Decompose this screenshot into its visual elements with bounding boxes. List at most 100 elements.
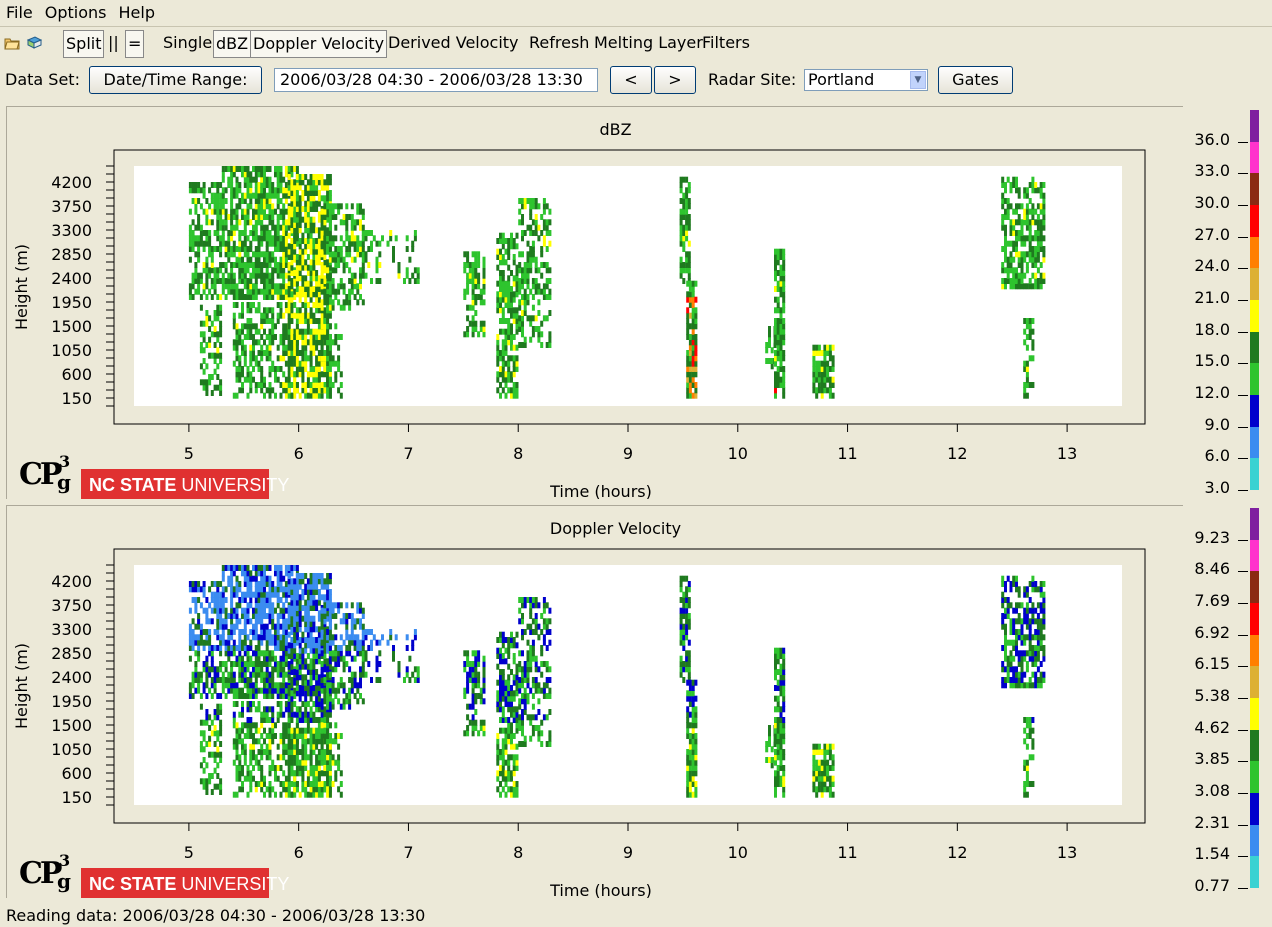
- echo-cell: [241, 661, 244, 667]
- echo-cell: [512, 642, 516, 649]
- filters-button[interactable]: Filters: [702, 33, 750, 52]
- echo-cell: [219, 645, 223, 651]
- echo-cell: [205, 709, 209, 715]
- echo-cell: [823, 371, 827, 378]
- echo-cell: [274, 283, 277, 290]
- echo-cell: [309, 658, 313, 665]
- echo-cell: [210, 256, 214, 263]
- echo-cell: [257, 565, 261, 571]
- echo-cell: [268, 198, 272, 204]
- echo-cell: [306, 270, 310, 276]
- dbz-button[interactable]: dBZ: [213, 30, 252, 58]
- echo-cell: [309, 243, 313, 250]
- echo-cell: [230, 278, 234, 284]
- equals-button[interactable]: =: [125, 30, 145, 58]
- echo-cell: [345, 299, 349, 306]
- menu-help[interactable]: Help: [118, 3, 155, 22]
- echo-cell: [284, 623, 288, 630]
- echo-cell: [694, 344, 698, 351]
- echo-cell: [205, 294, 209, 300]
- echo-cell: [375, 262, 379, 268]
- echo-cell: [328, 634, 332, 641]
- echo-cell: [548, 230, 552, 236]
- split-button[interactable]: Split: [63, 30, 105, 58]
- echo-cell: [210, 278, 214, 284]
- chevron-down-icon[interactable]: ▼: [910, 71, 926, 89]
- echo-cell: [507, 727, 511, 734]
- echo-cell: [205, 677, 209, 683]
- echo-cell: [1042, 214, 1046, 220]
- echo-cell: [353, 677, 357, 683]
- echo-cell: [213, 272, 217, 279]
- gates-button[interactable]: Gates: [938, 66, 1013, 94]
- echo-cell: [194, 639, 198, 646]
- echo-cell: [1039, 240, 1043, 247]
- prev-button[interactable]: <: [610, 66, 652, 94]
- echo-cell: [320, 355, 324, 362]
- echo-cell: [334, 722, 338, 729]
- book-icon[interactable]: [26, 36, 42, 50]
- radar-site-select[interactable]: Portland ▼: [804, 69, 928, 91]
- refresh-button[interactable]: Refresh: [529, 33, 590, 52]
- echo-cell: [304, 227, 308, 234]
- echo-cell: [268, 288, 272, 295]
- menu-file[interactable]: File: [6, 3, 33, 22]
- echo-cell: [213, 368, 217, 375]
- echo-cell: [238, 288, 242, 295]
- echo-cell: [298, 184, 302, 191]
- echo-cell: [257, 251, 261, 258]
- echo-cell: [230, 607, 234, 614]
- echo-cell: [686, 291, 690, 298]
- echo-cell: [782, 296, 786, 303]
- echo-cell: [515, 270, 519, 276]
- echo-cell: [202, 581, 206, 587]
- echo-cell: [304, 615, 308, 622]
- echo-cell: [320, 661, 324, 667]
- echo-cell: [287, 339, 291, 346]
- echo-cell: [348, 278, 352, 284]
- echo-cell: [246, 318, 250, 324]
- echo-cell: [252, 701, 255, 707]
- date-range-field[interactable]: 2006/03/28 04:30 - 2006/03/28 13:30: [274, 68, 598, 92]
- single-button[interactable]: Single: [163, 33, 213, 52]
- echo-cell: [268, 392, 272, 399]
- echo-cell: [504, 749, 508, 755]
- echo-cell: [243, 565, 247, 571]
- echo-cell: [359, 623, 362, 630]
- echo-cell: [232, 171, 236, 178]
- echo-cell: [312, 184, 316, 191]
- open-folder-icon[interactable]: [4, 36, 20, 50]
- echo-cell: [260, 711, 264, 718]
- echo-cell: [276, 192, 280, 199]
- parallel-button[interactable]: ||: [108, 33, 119, 52]
- echo-cell: [268, 203, 272, 210]
- echo-cell: [504, 339, 508, 346]
- echo-cell: [295, 190, 299, 196]
- echo-cell: [328, 214, 332, 220]
- echo-cell: [241, 727, 244, 734]
- derived-velocity-button[interactable]: Derived Velocity: [388, 33, 519, 52]
- echo-cell: [386, 639, 390, 646]
- menu-options[interactable]: Options: [44, 3, 107, 22]
- echo-cell: [199, 294, 203, 300]
- echo-cell: [282, 677, 286, 683]
- echo-cell: [249, 645, 253, 651]
- melting-layer-button[interactable]: Melting Layer: [594, 33, 703, 52]
- doppler-velocity-button[interactable]: Doppler Velocity: [250, 30, 388, 58]
- colorbar-tick: [1238, 268, 1248, 270]
- echo-cell: [306, 280, 310, 287]
- echo-cell: [276, 318, 280, 324]
- echo-cell: [482, 299, 486, 306]
- echo-cell: [304, 328, 308, 335]
- echo-cell: [411, 671, 415, 678]
- echo-cell: [298, 195, 302, 202]
- echo-cell: [361, 634, 365, 641]
- echo-cell: [249, 591, 253, 598]
- echo-cell: [227, 230, 231, 236]
- echo-cell: [263, 591, 266, 598]
- echo-cell: [188, 288, 192, 295]
- date-time-range-button[interactable]: Date/Time Range:: [89, 66, 262, 94]
- echo-cell: [219, 639, 223, 646]
- next-button[interactable]: >: [654, 66, 696, 94]
- echo-cell: [199, 278, 203, 284]
